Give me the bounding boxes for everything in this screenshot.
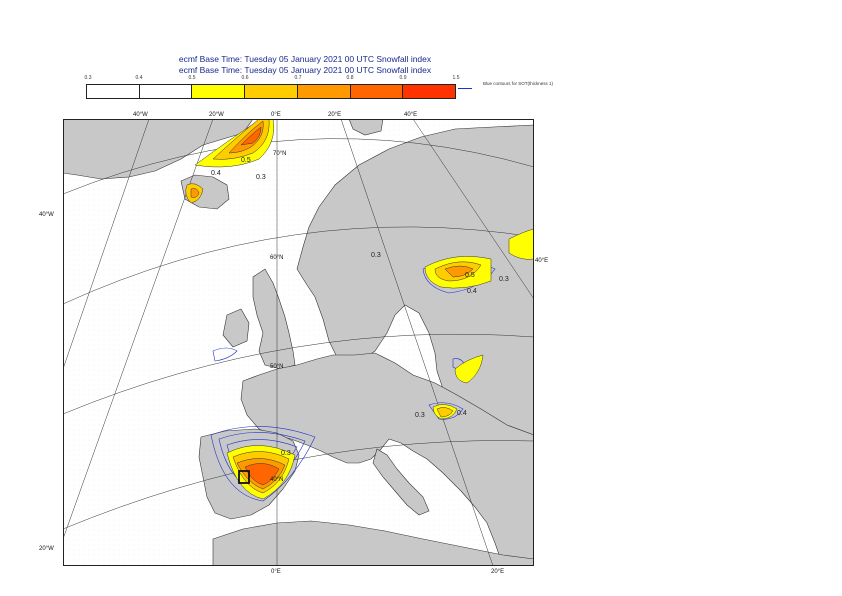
- graticule-label: 40°E: [535, 258, 548, 264]
- contour-label: 0.5: [241, 157, 251, 164]
- contour-label: 0.3: [281, 450, 291, 457]
- graticule-label: 70°N: [273, 151, 286, 157]
- graticule-label: 20°W: [209, 112, 224, 118]
- sot-legend-note: Blue contours for SOT(thickness 1): [483, 81, 554, 86]
- graticule-label: 0°E: [271, 569, 281, 575]
- snowfall-index-areas: [185, 119, 534, 500]
- italy: [372, 448, 430, 516]
- graticule-label: 40°W: [39, 212, 54, 218]
- graticule-label: 20°W: [39, 546, 54, 552]
- continental-europe: [240, 352, 534, 566]
- graticule-label: 60°N: [270, 255, 283, 261]
- alps-snow: [432, 354, 484, 420]
- graticule-label: 0°E: [271, 112, 281, 118]
- contour-label: 0.4: [211, 170, 221, 177]
- snowfall-index-map: 40°W 20°W 0°E 20°E 40°E 70°N 60°N 50°N 4…: [39, 112, 548, 575]
- graticule: [63, 119, 534, 566]
- sot-legend-line: [458, 88, 472, 89]
- legend-tick: 1.5: [452, 75, 460, 81]
- contour-label: 0.4: [467, 288, 477, 295]
- contour-label: 0.3: [371, 252, 381, 259]
- legend-tick: 0.5: [188, 75, 196, 81]
- graticule-label: 20°E: [328, 112, 341, 118]
- contour-label: 0.4: [457, 410, 467, 417]
- iceland-greenland-snow: [185, 119, 274, 204]
- svalbard: [348, 119, 384, 136]
- title-line-1: ecmf Base Time: Tuesday 05 January 2021 …: [178, 54, 432, 64]
- graticule-label: 50°N: [270, 364, 283, 370]
- contour-labels: 0.5 0.4 0.3 0.3 0.5 0.4 0.3 0.3 0.3 0.4: [211, 157, 509, 457]
- legend-tick: 0.8: [346, 75, 354, 81]
- graticule-label: 40°E: [404, 112, 417, 118]
- legend-tick: 0.4: [135, 75, 143, 81]
- legend-tick: 0.9: [399, 75, 407, 81]
- ireland: [222, 308, 250, 348]
- title-line-2: ecmf Base Time: Tuesday 05 January 2021 …: [178, 65, 432, 75]
- legend-swatch: [245, 85, 298, 98]
- graticule-label: 40°N: [270, 477, 283, 483]
- legend-swatch: [403, 85, 456, 98]
- russia-snow: [424, 228, 534, 289]
- legend-swatch: [87, 85, 140, 98]
- graticule-label: 40°W: [133, 112, 148, 118]
- iberia-snow: [226, 445, 296, 500]
- colour-legend: [86, 84, 456, 99]
- graticule-labels-visible: 40°W 20°W 0°E 20°E 40°E 70°N 60°N 50°N 4…: [39, 112, 548, 575]
- legend-tick: 0.7: [294, 75, 302, 81]
- legend-swatch: [350, 85, 404, 98]
- legend-swatch: [192, 85, 246, 98]
- contour-label: 0.3: [499, 276, 509, 283]
- contour-label: 0.3: [415, 412, 425, 419]
- contour-label: 0.5: [465, 272, 475, 279]
- graticule-label: 20°E: [491, 569, 504, 575]
- legend-swatch: [139, 85, 193, 98]
- map-frame: [63, 119, 534, 566]
- legend-tick: 0.3: [84, 75, 92, 81]
- legend-swatch: [297, 85, 351, 98]
- british-isles: [252, 268, 296, 370]
- legend-tick: 0.6: [241, 75, 249, 81]
- contour-label: 0.3: [256, 174, 266, 181]
